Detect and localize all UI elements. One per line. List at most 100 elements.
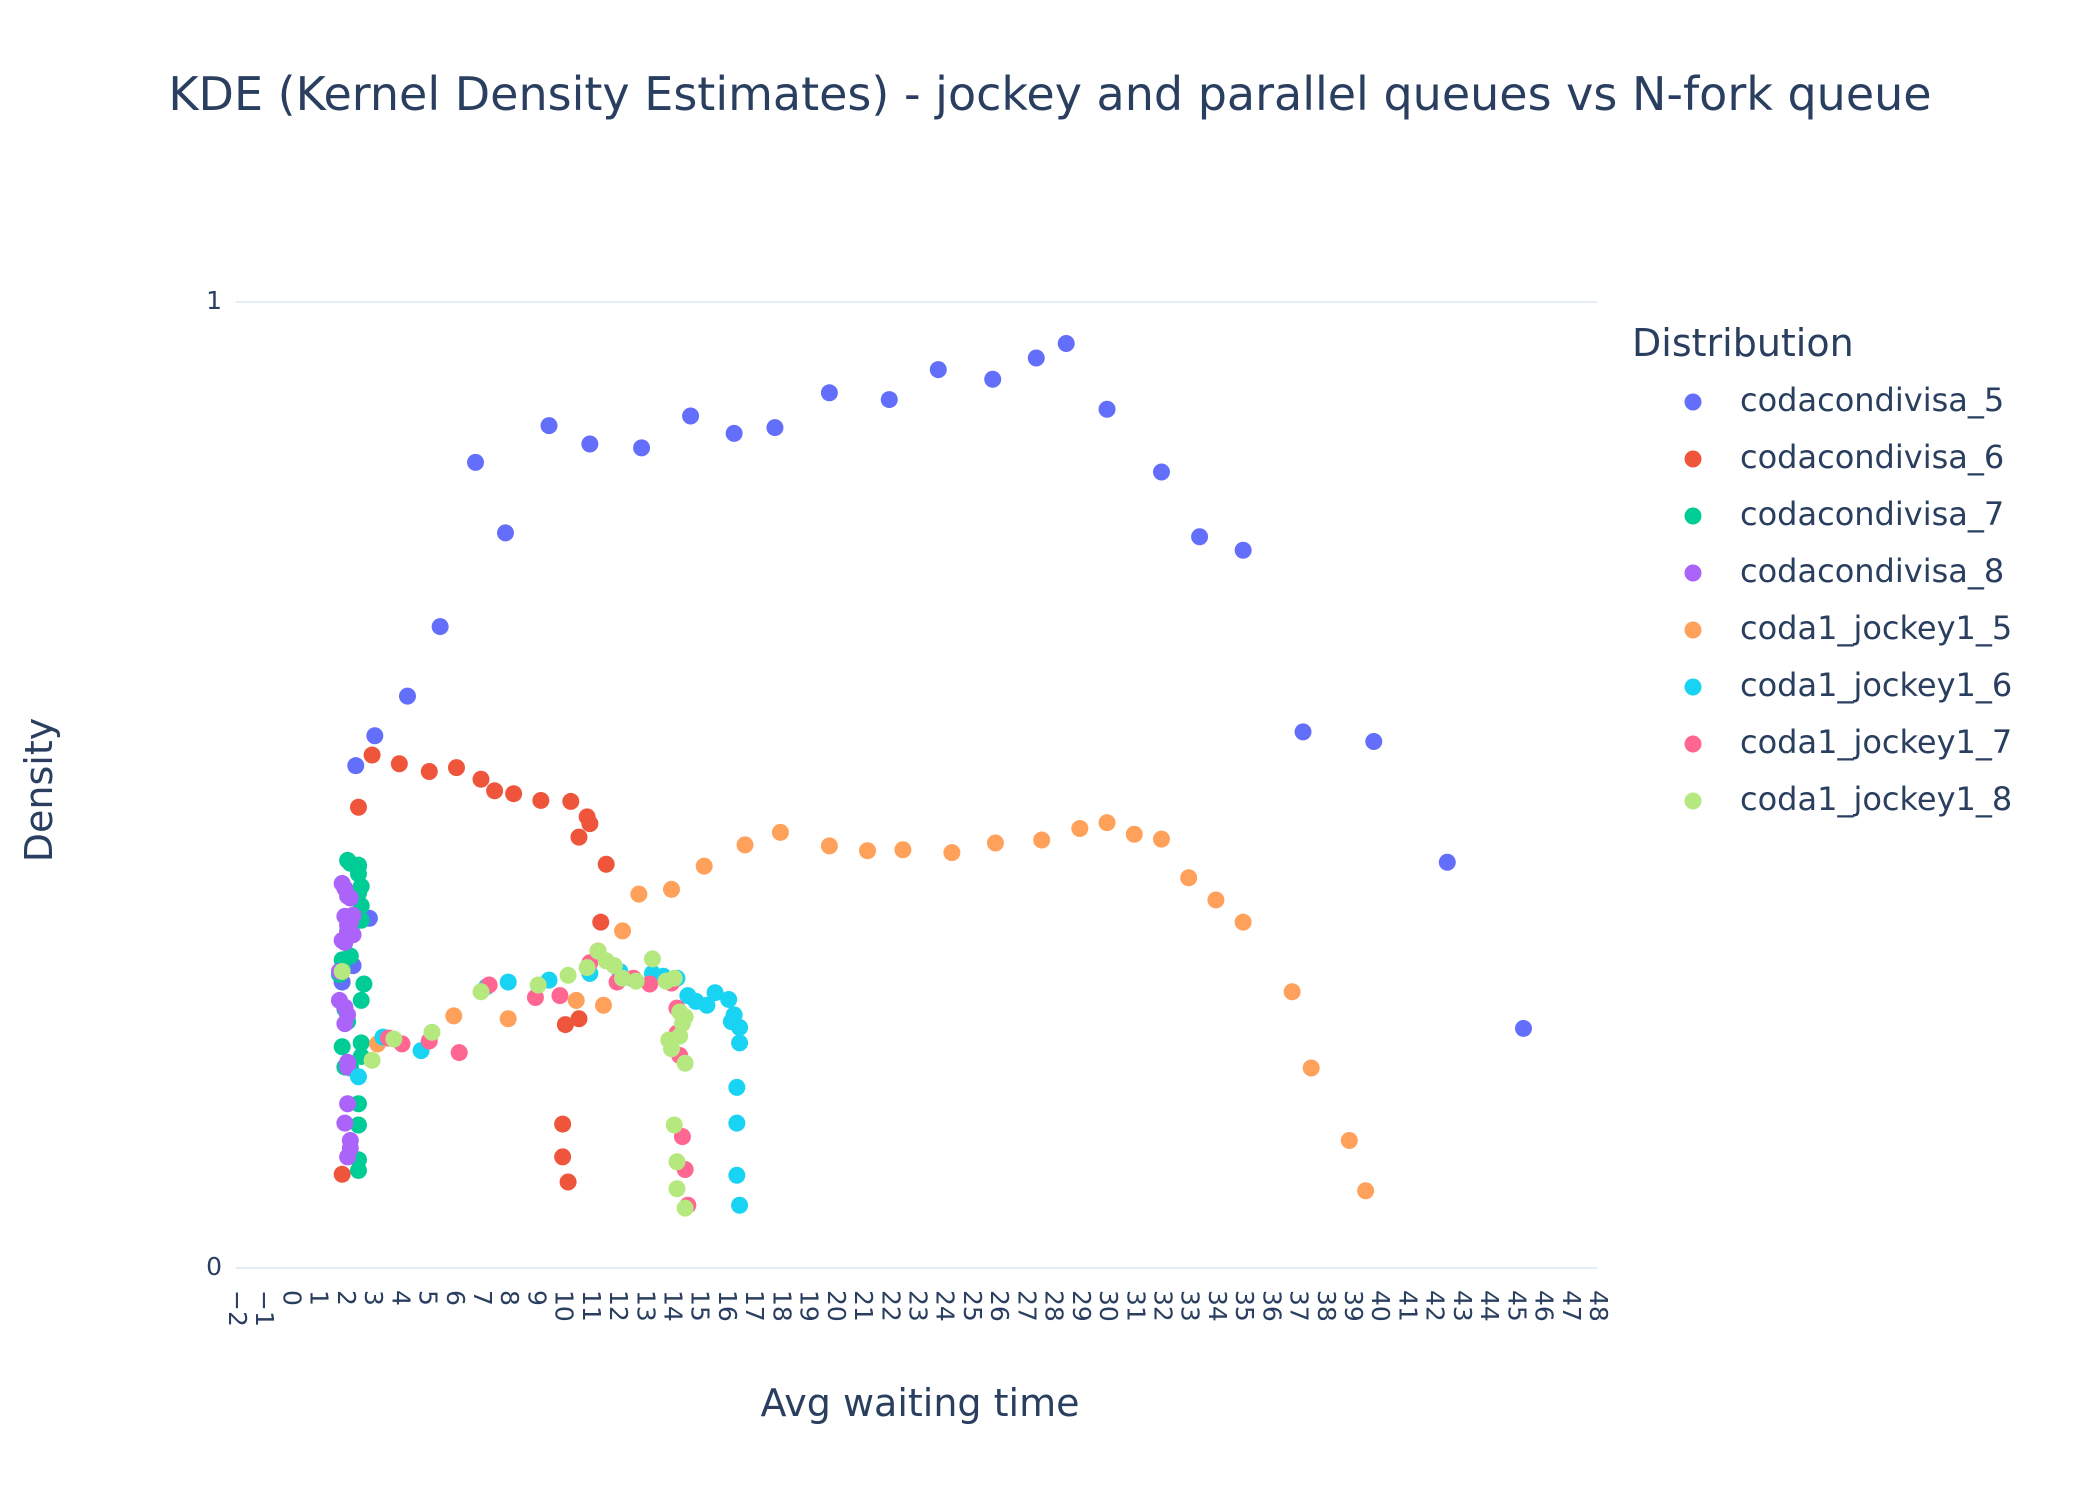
x-tick-label: 28 <box>1040 1290 1069 1322</box>
point-coda1_jockey1_5 <box>1302 1059 1320 1077</box>
point-codacondivisa_5 <box>682 407 700 425</box>
point-codacondivisa_5 <box>366 727 384 745</box>
point-coda1_jockey1_5 <box>1071 819 1089 837</box>
point-codacondivisa_5 <box>1098 400 1116 418</box>
point-codacondivisa_6 <box>592 913 610 931</box>
point-coda1_jockey1_8 <box>660 1031 678 1049</box>
point-coda1_jockey1_8 <box>676 1054 694 1072</box>
point-coda1_jockey1_5 <box>1357 1182 1375 1200</box>
point-codacondivisa_6 <box>349 798 367 816</box>
legend-marker-coda1_jockey1_5 <box>1684 621 1702 639</box>
point-codacondivisa_6 <box>532 791 550 809</box>
legend-marker-codacondivisa_6 <box>1684 450 1702 468</box>
point-coda1_jockey1_5 <box>663 880 681 898</box>
point-coda1_jockey1_5 <box>1180 869 1198 887</box>
point-coda1_jockey1_6 <box>720 990 738 1008</box>
point-codacondivisa_6 <box>505 785 523 803</box>
legend-marker-coda1_jockey1_6 <box>1684 678 1702 696</box>
point-coda1_jockey1_8 <box>333 962 351 980</box>
x-tick-label: 48 <box>1584 1290 1613 1322</box>
point-codacondivisa_5 <box>820 384 838 402</box>
point-coda1_jockey1_5 <box>820 837 838 855</box>
point-codacondivisa_7 <box>341 947 359 965</box>
point-coda1_jockey1_5 <box>630 885 648 903</box>
x-tick-label: 45 <box>1502 1290 1531 1322</box>
y-tick-label: 1 <box>206 286 222 315</box>
x-tick-label: 17 <box>740 1290 769 1322</box>
point-coda1_jockey1_8 <box>668 1153 686 1171</box>
point-codacondivisa_5 <box>725 424 743 442</box>
point-coda1_jockey1_6 <box>731 1196 749 1214</box>
x-tick-label: 13 <box>631 1290 660 1322</box>
legend-label-codacondivisa_7: codacondivisa_7 <box>1740 495 2004 533</box>
x-tick-label: 9 <box>522 1290 551 1306</box>
x-tick-label: 37 <box>1285 1290 1314 1322</box>
x-tick-label: −1 <box>250 1290 279 1327</box>
point-coda1_jockey1_8 <box>559 966 577 984</box>
point-coda1_jockey1_5 <box>695 857 713 875</box>
point-codacondivisa_7 <box>352 991 370 1009</box>
point-codacondivisa_7 <box>349 857 367 875</box>
legend-title: Distribution <box>1632 321 1854 365</box>
legend-label-coda1_jockey1_6: coda1_jockey1_6 <box>1740 666 2012 704</box>
point-coda1_jockey1_5 <box>594 996 612 1014</box>
point-codacondivisa_6 <box>570 1010 588 1028</box>
x-tick-label: 14 <box>659 1290 688 1322</box>
point-codacondivisa_8 <box>339 1148 357 1166</box>
point-codacondivisa_6 <box>486 782 504 800</box>
point-codacondivisa_5 <box>633 439 651 457</box>
x-tick-label: 19 <box>795 1290 824 1322</box>
point-coda1_jockey1_5 <box>614 922 632 940</box>
point-codacondivisa_8 <box>339 1095 357 1113</box>
point-codacondivisa_5 <box>1234 541 1252 559</box>
point-coda1_jockey1_8 <box>668 1180 686 1198</box>
legend-label-coda1_jockey1_7: coda1_jockey1_7 <box>1740 723 2012 761</box>
point-coda1_jockey1_6 <box>728 1078 746 1096</box>
x-tick-label: 40 <box>1366 1290 1395 1322</box>
x-tick-label: 2 <box>332 1290 361 1306</box>
point-coda1_jockey1_6 <box>349 1068 367 1086</box>
point-coda1_jockey1_8 <box>605 957 623 975</box>
point-coda1_jockey1_6 <box>698 996 716 1014</box>
point-codacondivisa_7 <box>352 1034 370 1052</box>
point-codacondivisa_5 <box>929 361 947 379</box>
point-codacondivisa_5 <box>1191 528 1209 546</box>
point-coda1_jockey1_7 <box>551 987 569 1005</box>
point-codacondivisa_6 <box>556 1016 574 1034</box>
chart-title: KDE (Kernel Density Estimates) - jockey … <box>168 67 1931 121</box>
point-coda1_jockey1_8 <box>529 976 547 994</box>
point-codacondivisa_8 <box>333 932 351 950</box>
point-coda1_jockey1_5 <box>1340 1131 1358 1149</box>
point-codacondivisa_5 <box>467 453 485 471</box>
x-tick-label: 25 <box>958 1290 987 1322</box>
x-tick-label: 12 <box>604 1290 633 1322</box>
point-codacondivisa_6 <box>447 759 465 777</box>
point-coda1_jockey1_8 <box>643 950 661 968</box>
point-coda1_jockey1_8 <box>665 1116 683 1134</box>
point-coda1_jockey1_6 <box>728 1166 746 1184</box>
point-coda1_jockey1_5 <box>1098 814 1116 832</box>
x-tick-label: 24 <box>931 1290 960 1322</box>
point-codacondivisa_6 <box>420 762 438 780</box>
point-codacondivisa_5 <box>1057 335 1075 353</box>
point-coda1_jockey1_8 <box>676 1199 694 1217</box>
x-tick-label: 15 <box>686 1290 715 1322</box>
y-axis-ticks: 01 <box>206 286 222 1281</box>
x-tick-label: 39 <box>1339 1290 1368 1322</box>
x-tick-label: 23 <box>904 1290 933 1322</box>
point-coda1_jockey1_5 <box>894 841 912 859</box>
data-points <box>330 335 1533 1217</box>
x-tick-label: 22 <box>876 1290 905 1322</box>
x-tick-label: 6 <box>441 1290 470 1306</box>
point-coda1_jockey1_5 <box>445 1007 463 1025</box>
x-tick-label: 38 <box>1312 1290 1341 1322</box>
legend-marker-codacondivisa_5 <box>1684 393 1702 411</box>
point-codacondivisa_5 <box>1152 463 1170 481</box>
point-codacondivisa_5 <box>398 687 416 705</box>
legend: Distribution codacondivisa_5codacondivis… <box>1632 321 2012 818</box>
point-coda1_jockey1_8 <box>423 1023 441 1041</box>
point-coda1_jockey1_5 <box>736 836 754 854</box>
x-tick-label: 36 <box>1257 1290 1286 1322</box>
point-codacondivisa_6 <box>562 792 580 810</box>
legend-label-codacondivisa_8: codacondivisa_8 <box>1740 552 2004 590</box>
